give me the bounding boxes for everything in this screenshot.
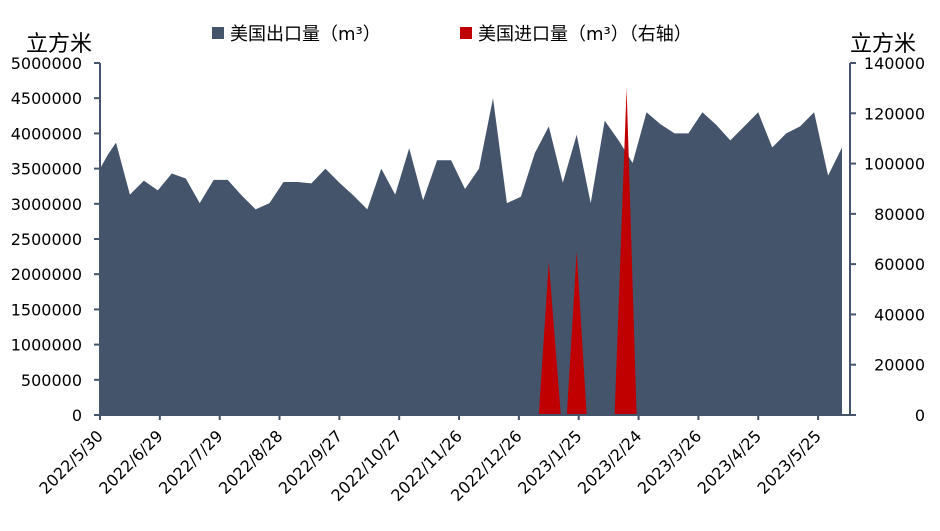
x-axis-tick-label: 2023/2/24	[574, 426, 645, 497]
x-axis-tick-label: 2023/1/25	[514, 426, 585, 497]
x-axis-tick-label: 2022/6/29	[95, 426, 166, 497]
right-axis-tick-label: 20000	[874, 356, 925, 375]
left-axis-tick-label: 3000000	[11, 195, 82, 214]
right-axis-tick-label: 40000	[874, 305, 925, 324]
right-axis-tick-label: 0	[915, 406, 925, 425]
left-axis-tick-label: 4000000	[11, 124, 82, 143]
x-axis-tick-label: 2022/7/29	[155, 426, 226, 497]
left-axis-tick-label: 1000000	[11, 336, 82, 355]
export-area-series	[100, 98, 842, 415]
right-axis-unit: 立方米	[850, 32, 917, 57]
left-axis-tick-label: 0	[72, 406, 82, 425]
right-axis-tick-label: 140000	[864, 54, 925, 73]
x-axis-tick-label: 2022/5/30	[35, 426, 106, 497]
x-axis-tick-label: 2022/8/28	[215, 426, 286, 497]
left-axis-unit: 立方米	[26, 32, 93, 57]
left-axis-tick-label: 1500000	[11, 300, 82, 319]
legend: 美国出口量（m³） 美国进口量（m³）（右轴）	[0, 20, 940, 50]
legend-swatch-export	[212, 27, 224, 39]
right-axis-tick-label: 120000	[864, 104, 925, 123]
legend-item-export: 美国出口量（m³）	[212, 20, 381, 46]
x-axis-tick-label: 2023/4/25	[694, 426, 765, 497]
left-axis-tick-label: 4500000	[11, 89, 82, 108]
left-axis-tick-label: 2000000	[11, 265, 82, 284]
import-area-series	[538, 88, 637, 415]
legend-label-import: 美国进口量（m³）（右轴）	[478, 24, 692, 45]
x-axis-tick-label: 2023/3/26	[634, 426, 705, 497]
legend-item-import: 美国进口量（m³）（右轴）	[460, 20, 692, 46]
x-axis-tick-label: 2023/5/25	[753, 426, 824, 497]
legend-label-export: 美国出口量（m³）	[230, 24, 381, 45]
right-axis-tick-label: 60000	[874, 255, 925, 274]
legend-swatch-import	[460, 27, 472, 39]
right-axis-tick-label: 100000	[864, 155, 925, 174]
left-axis-tick-label: 500000	[21, 371, 82, 390]
left-axis-tick-label: 5000000	[11, 54, 82, 73]
series-layer	[100, 88, 842, 415]
left-axis-tick-label: 2500000	[11, 230, 82, 249]
left-axis-tick-label: 3500000	[11, 160, 82, 179]
right-axis-tick-label: 80000	[874, 205, 925, 224]
